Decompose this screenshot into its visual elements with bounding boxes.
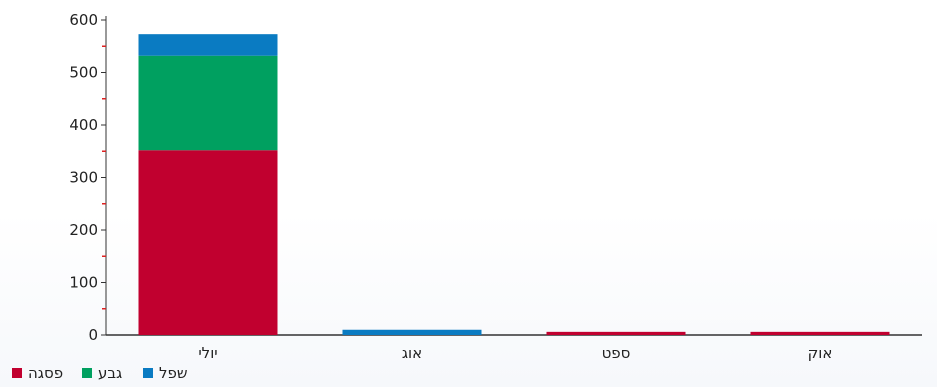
legend-label-0: פסגה [28,364,63,382]
y-tick-label: 600 [69,11,98,29]
legend-swatch-0 [12,368,22,378]
y-tick-label: 0 [88,326,98,344]
y-tick-label: 200 [69,221,98,239]
y-tick-label: 300 [69,169,98,187]
bar-segment-1-2[interactable] [342,329,482,335]
x-tick-label: אוג [402,344,422,362]
x-tick-label: יולי [198,344,217,362]
legend-label-2: שפל [159,364,188,382]
legend-label-1: גבע [98,364,122,382]
x-tick-label: ספט [602,344,631,362]
x-tick-label: אוק [808,344,833,362]
bar-segment-3-0[interactable] [750,331,890,335]
bar-segment-0-2[interactable] [138,34,278,56]
y-tick-label: 400 [69,116,98,134]
legend-swatch-2 [143,368,153,378]
bar-segment-0-0[interactable] [138,150,278,335]
bar-segment-2-0[interactable] [546,331,686,335]
legend-swatch-1 [82,368,92,378]
bar-segment-0-1[interactable] [138,55,278,151]
y-tick-label: 500 [69,64,98,82]
y-tick-label: 100 [69,274,98,292]
